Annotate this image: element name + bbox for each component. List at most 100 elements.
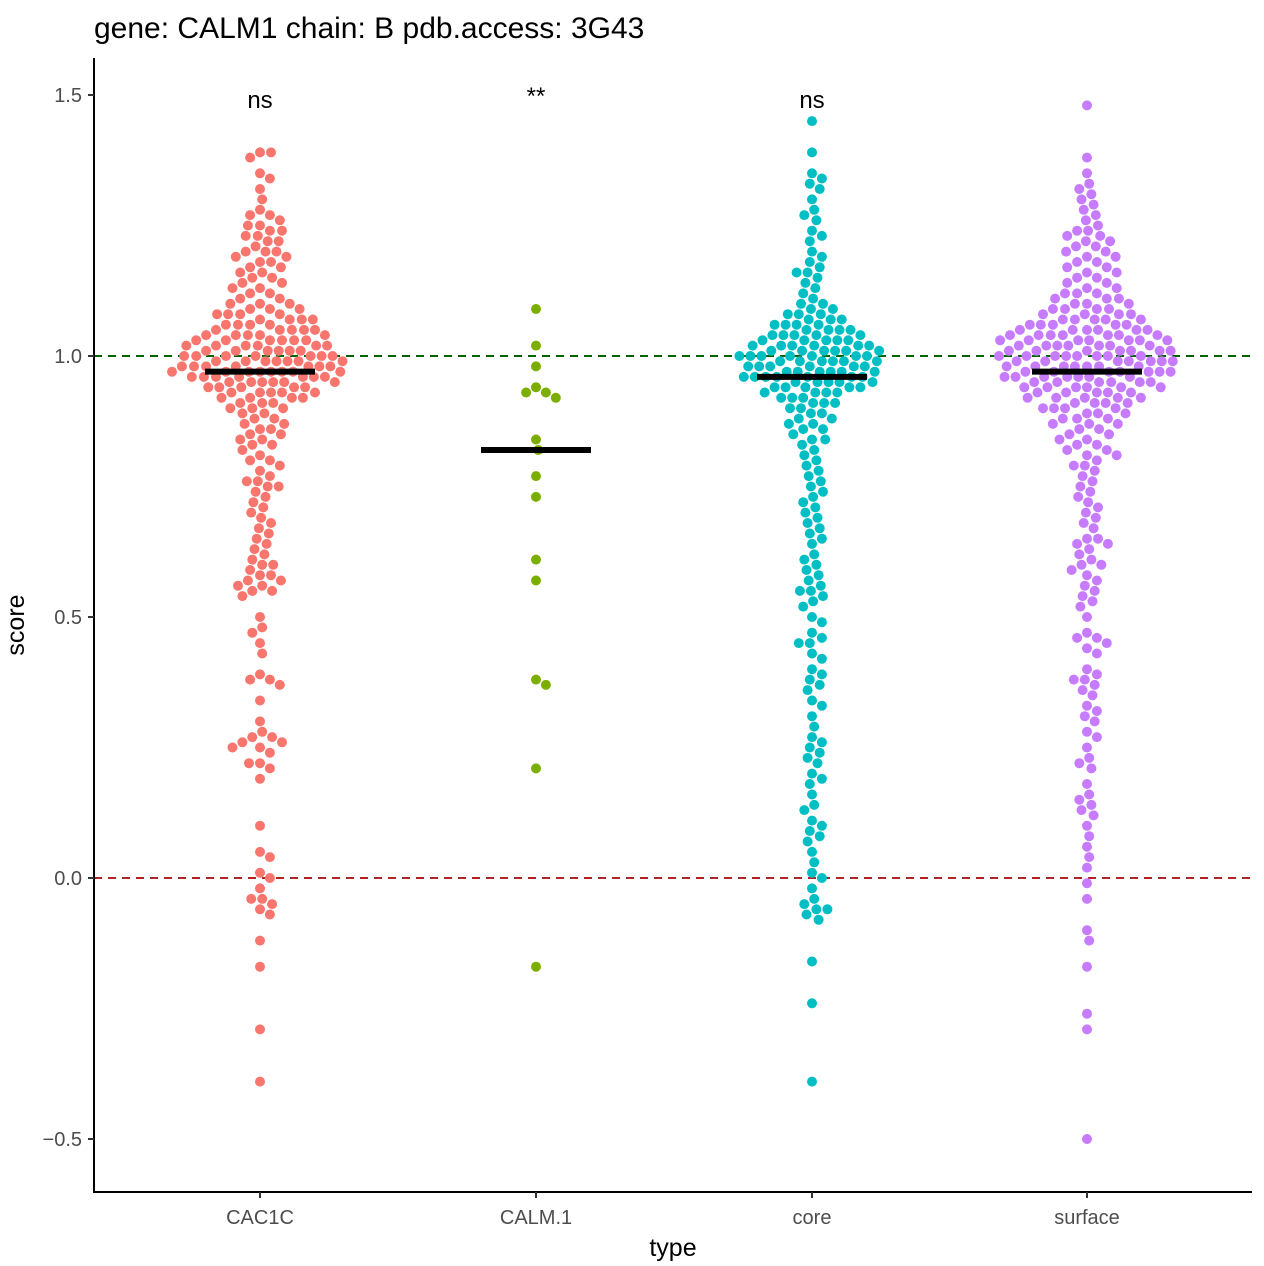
point-core-151 [811, 559, 822, 570]
point-surface-62 [1024, 319, 1035, 330]
point-core-78 [848, 361, 859, 372]
point-surface-50 [1113, 309, 1124, 320]
point-surface-162 [1038, 403, 1048, 414]
point-surface-131 [1010, 371, 1021, 382]
point-core-40 [834, 324, 845, 335]
point-surface-109 [1011, 356, 1022, 367]
point-core-16 [814, 262, 825, 273]
point-CAC1C-61 [299, 324, 309, 335]
point-core-141 [810, 502, 821, 513]
point-CAC1C-70 [277, 335, 287, 346]
point-CAC1C-27 [245, 262, 256, 273]
point-CAC1C-234 [255, 935, 265, 946]
point-surface-63 [1082, 324, 1092, 335]
point-CAC1C-236 [255, 1024, 265, 1035]
point-core-168 [816, 653, 827, 664]
point-CAC1C-186 [259, 549, 270, 560]
point-CAC1C-132 [300, 382, 311, 393]
point-core-138 [818, 486, 828, 497]
point-CAC1C-214 [237, 737, 248, 748]
point-core-114 [819, 398, 830, 408]
point-CALM.1-3 [531, 382, 541, 393]
point-surface-141 [1116, 382, 1127, 393]
point-surface-218 [1091, 632, 1102, 643]
point-surface-175 [1104, 429, 1114, 440]
point-surface-243 [1086, 799, 1097, 810]
point-surface-85 [1105, 340, 1116, 351]
point-surface-123 [1020, 366, 1031, 377]
point-CAC1C-78 [311, 340, 322, 351]
point-core-135 [803, 471, 814, 482]
point-surface-227 [1089, 679, 1100, 690]
point-core-165 [804, 638, 815, 649]
point-surface-244 [1076, 805, 1087, 816]
point-CAC1C-100 [337, 356, 348, 367]
point-core-6 [807, 194, 817, 205]
point-surface-234 [1082, 726, 1092, 737]
point-CALM.1-16 [531, 961, 541, 972]
point-CAC1C-44 [264, 304, 275, 314]
point-surface-101 [1050, 351, 1061, 361]
point-CAC1C-219 [255, 758, 265, 769]
point-surface-151 [1112, 392, 1123, 403]
data-points [167, 100, 1178, 1144]
point-CAC1C-22 [271, 246, 282, 257]
point-core-183 [812, 758, 823, 769]
point-core-148 [807, 538, 817, 549]
point-core-61 [841, 345, 852, 356]
point-core-51 [757, 335, 768, 346]
point-surface-150 [1079, 392, 1090, 403]
point-CAC1C-18 [273, 236, 284, 247]
point-CAC1C-210 [255, 716, 265, 727]
point-CAC1C-94 [260, 356, 271, 367]
point-core-23 [808, 293, 819, 304]
y-tick-label-3: 1.0 [54, 346, 82, 368]
point-CAC1C-1 [266, 147, 276, 158]
point-surface-47 [1060, 304, 1070, 314]
point-CAC1C-39 [274, 293, 285, 304]
point-surface-30 [1091, 272, 1102, 283]
point-CAC1C-136 [277, 387, 287, 398]
point-core-20 [800, 277, 811, 288]
point-CAC1C-72 [220, 335, 231, 346]
point-core-189 [799, 805, 810, 816]
point-CAC1C-90 [316, 351, 327, 361]
significance-label-core: ns [799, 87, 824, 114]
point-surface-135 [1052, 377, 1063, 388]
point-CAC1C-45 [245, 304, 256, 314]
point-CAC1C-172 [262, 481, 273, 492]
point-CAC1C-42 [284, 298, 295, 309]
point-surface-211 [1079, 580, 1090, 591]
point-core-201 [799, 899, 810, 910]
point-surface-248 [1082, 841, 1092, 852]
point-surface-228 [1077, 685, 1088, 696]
point-core-111 [787, 392, 798, 403]
point-core-27 [827, 304, 838, 314]
point-surface-140 [1071, 382, 1081, 393]
point-CAC1C-209 [255, 695, 265, 706]
point-CAC1C-4 [264, 173, 275, 184]
point-CAC1C-144 [268, 398, 279, 408]
point-CAC1C-194 [275, 575, 286, 586]
point-core-64 [807, 351, 817, 361]
point-core-95 [738, 371, 749, 382]
point-surface-246 [1082, 820, 1092, 831]
point-surface-58 [1110, 319, 1121, 330]
point-surface-125 [1165, 366, 1176, 377]
point-surface-45 [1091, 304, 1102, 314]
point-CAC1C-24 [281, 251, 292, 262]
point-surface-138 [1145, 377, 1156, 388]
point-CAC1C-12 [242, 220, 253, 231]
point-surface-206 [1076, 559, 1087, 570]
point-CAC1C-86 [201, 345, 212, 356]
point-core-164 [816, 632, 827, 643]
point-CAC1C-106 [325, 361, 336, 372]
point-CAC1C-230 [246, 893, 257, 904]
point-surface-70 [1057, 330, 1068, 341]
point-CAC1C-16 [240, 230, 251, 241]
point-surface-242 [1074, 794, 1085, 805]
point-surface-43 [1069, 298, 1080, 309]
point-core-55 [853, 340, 864, 351]
point-surface-250 [1082, 862, 1092, 873]
point-core-50 [843, 335, 854, 346]
